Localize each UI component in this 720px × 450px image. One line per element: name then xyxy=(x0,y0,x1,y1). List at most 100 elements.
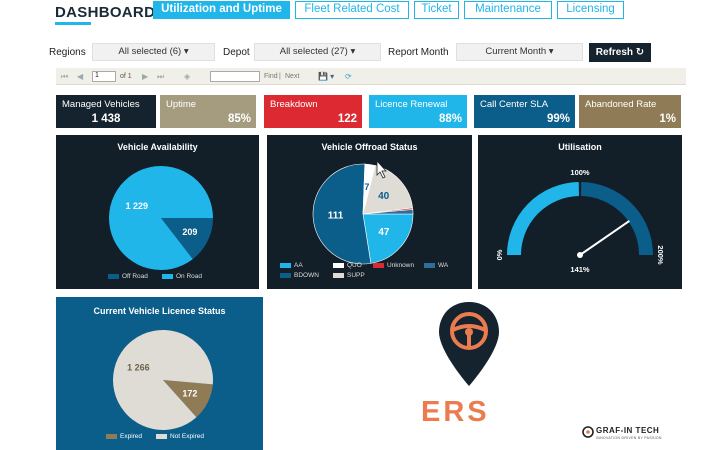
tab-licensing[interactable]: Licensing xyxy=(557,1,624,19)
gauge-value-label: 141% xyxy=(570,265,590,274)
kpi-label: Call Center SLA xyxy=(480,99,549,110)
legend-swatch xyxy=(373,262,384,268)
pie-slice-wa[interactable] xyxy=(362,209,414,215)
legend-label: QUO xyxy=(347,262,362,269)
find-input[interactable] xyxy=(210,71,260,82)
depot-label: Depot xyxy=(223,47,250,58)
data-label: 111 xyxy=(328,211,344,222)
panel-title: Vehicle Offroad Status xyxy=(321,142,418,152)
regions-select[interactable]: All selected (6) ▾ xyxy=(92,43,215,61)
vehicle-offroad-panel: Vehicle Offroad Status 47 111 7 40 AA BDOWN… xyxy=(267,135,472,289)
kpi-licence-renewal: Licence Renewal 88% xyxy=(369,95,467,128)
depot-select[interactable]: All selected (27) ▾ xyxy=(254,43,381,61)
kpi-call-center-sla: Call Center SLA 99% xyxy=(474,95,575,128)
data-label: 209 xyxy=(182,227,197,237)
vehicle-offroad-chart: 47 111 7 40 xyxy=(312,159,414,265)
prev-page-icon[interactable]: ◀ xyxy=(77,72,84,81)
legend-swatch xyxy=(333,262,344,268)
find-separator: | xyxy=(279,73,281,80)
kpi-label: Licence Renewal xyxy=(375,99,448,110)
regions-label: Regions xyxy=(49,47,86,58)
data-label: 7 xyxy=(364,182,369,192)
first-page-icon[interactable]: ⏮ xyxy=(61,72,69,81)
kpi-abandoned-rate: Abandoned Rate 1% xyxy=(579,95,681,128)
legend-label: BDOWN xyxy=(294,272,319,279)
next-link[interactable]: Next xyxy=(285,73,300,80)
pie-slice-not-expired[interactable] xyxy=(113,330,214,430)
pie-slice-off-road[interactable] xyxy=(161,218,213,260)
legend-swatch xyxy=(333,272,344,278)
vehicle-availability-panel: Vehicle Availability 209 1 229 Off Road O… xyxy=(56,135,259,289)
pie-slice-bdown[interactable] xyxy=(312,163,372,265)
ers-location-pin-icon xyxy=(439,302,499,386)
last-page-icon[interactable]: ⏭ xyxy=(157,72,165,81)
find-link[interactable]: Find xyxy=(264,73,278,80)
legend-item: Unknown xyxy=(373,262,414,269)
refresh-button[interactable]: Refresh ↻ xyxy=(589,43,651,62)
legend-swatch xyxy=(162,273,173,279)
kpi-value: 1% xyxy=(659,113,676,125)
licence-status-panel: Current Vehicle Licence Status 172 1 266 … xyxy=(56,297,263,450)
legend-swatch xyxy=(106,433,117,439)
legend-label: SUPP xyxy=(347,272,365,279)
panel-title: Utilisation xyxy=(558,142,602,152)
mouse-cursor-icon xyxy=(376,159,387,179)
title-underline xyxy=(55,22,91,25)
pie-slice-expired[interactable] xyxy=(163,380,213,418)
grafin-gear-icon xyxy=(582,426,594,438)
vehicle-availability-chart: 209 1 229 xyxy=(109,166,213,270)
refresh-report-icon[interactable]: ⟳ xyxy=(345,72,352,81)
kpi-value: 85% xyxy=(227,113,251,125)
licence-status-chart: 172 1 266 xyxy=(113,330,214,430)
legend-label: Expired xyxy=(120,433,143,440)
kpi-breakdown: Breakdown 122 xyxy=(264,95,362,128)
legend-item: SUPP xyxy=(333,272,365,279)
tab-ticket[interactable]: Ticket xyxy=(414,1,459,19)
utilisation-gauge: 100% 0% 200% 141% xyxy=(495,168,665,274)
data-label: 1 266 xyxy=(127,363,150,373)
back-icon[interactable]: ◈ xyxy=(184,72,191,81)
legend-label: Not Expired xyxy=(170,433,204,440)
pie-slice-aa[interactable] xyxy=(362,213,414,264)
kpi-label: Uptime xyxy=(166,99,197,110)
legend-item: Expired xyxy=(106,433,142,440)
gauge-arc-below-target xyxy=(507,182,580,256)
legend-swatch xyxy=(156,433,167,439)
gauge-needle-hub xyxy=(577,252,583,258)
legend-item: WA xyxy=(424,262,448,269)
legend-swatch xyxy=(280,272,291,278)
legend-item: Not Expired xyxy=(156,433,204,440)
tab-maintenance[interactable]: Maintenance xyxy=(464,1,552,19)
gauge-max-label: 200% xyxy=(656,245,665,265)
kpi-value: 99% xyxy=(546,113,570,125)
data-label: 1 229 xyxy=(125,201,148,211)
legend-item: BDOWN xyxy=(280,272,319,279)
export-icon[interactable]: 💾 ▾ xyxy=(318,72,335,81)
page-number-input[interactable]: 1 xyxy=(92,71,116,82)
legend-swatch xyxy=(280,262,291,268)
gauge-needle xyxy=(579,220,630,256)
ers-logo-text: ERS xyxy=(421,396,490,428)
report-month-select[interactable]: Current Month ▾ xyxy=(456,43,583,61)
data-label: 40 xyxy=(378,191,390,202)
kpi-value: 1 438 xyxy=(91,113,121,125)
kpi-value: 122 xyxy=(337,113,357,125)
legend-item: Off Road xyxy=(108,273,148,280)
legend-label: AA xyxy=(294,262,303,269)
page-count: of 1 xyxy=(120,73,132,80)
panel-title: Vehicle Availability xyxy=(117,142,198,152)
next-page-icon[interactable]: ▶ xyxy=(142,72,149,81)
tab-fleet-related-cost[interactable]: Fleet Related Cost xyxy=(295,1,409,19)
report-month-label: Report Month xyxy=(388,47,449,58)
legend-label: Off Road xyxy=(122,273,148,280)
utilisation-panel: Utilisation 100% 0% 200% 141% xyxy=(478,135,682,289)
legend-item: AA xyxy=(280,262,303,269)
kpi-value: 88% xyxy=(438,113,462,125)
tab-utilization-uptime[interactable]: Utilization and Uptime xyxy=(153,1,290,19)
gauge-arc-above-target xyxy=(580,182,653,256)
panel-title: Current Vehicle Licence Status xyxy=(93,306,226,316)
gauge-min-label: 0% xyxy=(495,249,504,260)
gauge-target-label: 100% xyxy=(570,168,590,177)
pie-slice-on-road[interactable] xyxy=(109,166,213,270)
kpi-label: Breakdown xyxy=(270,99,318,110)
